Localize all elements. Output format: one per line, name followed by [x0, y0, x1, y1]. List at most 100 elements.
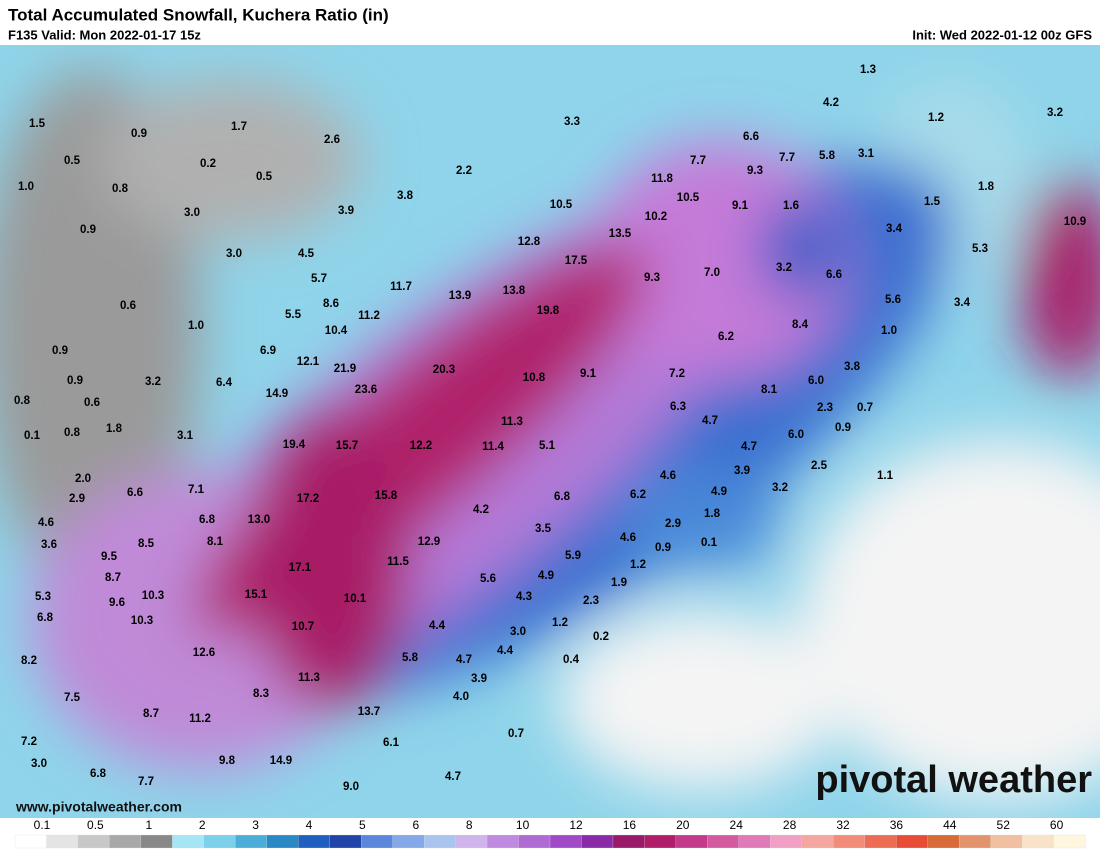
snow-amount: 7.7 [690, 155, 706, 167]
snow-amount: 11.7 [390, 281, 412, 293]
snow-amount: 4.4 [429, 620, 446, 632]
snow-amount: 5.5 [285, 309, 302, 321]
snow-amount: 6.6 [743, 131, 759, 143]
snow-amount: 12.1 [297, 356, 320, 368]
valid-time: F135 Valid: Mon 2022-01-17 15z [8, 27, 201, 42]
snow-amount: 1.2 [552, 617, 568, 629]
snow-amount: 10.9 [1064, 216, 1086, 228]
colorbar-swatch [203, 834, 236, 849]
snow-amount: 15.7 [336, 440, 358, 452]
snow-amount: 5.6 [480, 573, 496, 585]
snow-amount: 10.2 [645, 211, 667, 223]
snow-amount: 6.4 [216, 377, 233, 389]
colorbar-label: 60 [1050, 818, 1064, 832]
colorbar-label: 24 [730, 818, 744, 832]
snow-amount: 1.8 [704, 508, 721, 520]
snow-amount: 23.6 [355, 384, 377, 396]
snow-amount: 1.0 [881, 325, 897, 337]
snow-amount: 12.8 [518, 236, 541, 248]
snow-amount: 3.4 [954, 297, 971, 309]
snow-amount: 19.8 [537, 305, 560, 317]
snow-amount: 20.3 [433, 364, 455, 376]
snow-amount: 1.6 [783, 200, 799, 212]
snow-amount: 9.1 [580, 368, 597, 380]
snow-amount: 3.9 [734, 465, 750, 477]
snow-amount: 10.4 [325, 325, 348, 337]
snow-amount: 5.7 [311, 273, 327, 285]
snow-amount: 7.7 [779, 152, 795, 164]
snow-amount: 4.0 [453, 691, 469, 703]
snow-amount: 9.6 [109, 597, 125, 609]
snow-amount: 0.7 [857, 402, 873, 414]
colorbar-swatch [298, 834, 331, 849]
colorbar-label: 5 [359, 818, 366, 832]
snow-amount: 5.6 [885, 294, 901, 306]
snow-amount: 0.8 [14, 395, 31, 407]
snow-amount: 10.5 [677, 192, 700, 204]
snow-amount: 3.0 [31, 758, 47, 770]
colorbar-label: 36 [890, 818, 904, 832]
colorbar-label: 0.1 [34, 818, 51, 832]
snow-amount: 17.2 [297, 493, 319, 505]
snow-amount: 3.2 [772, 482, 788, 494]
snow-amount: 7.2 [21, 736, 37, 748]
colorbar-swatch [77, 834, 111, 849]
snow-amount: 10.8 [523, 372, 546, 384]
colorbar-swatch [1053, 834, 1086, 849]
snow-amount: 6.2 [718, 331, 734, 343]
snow-amount: 1.1 [877, 470, 894, 482]
snow-amount: 17.1 [289, 562, 312, 574]
snow-amount: 1.2 [630, 559, 646, 571]
snow-amount: 6.0 [808, 375, 824, 387]
snow-amount: 8.6 [323, 298, 339, 310]
snow-amount: 3.6 [41, 539, 57, 551]
colorbar-swatch [738, 834, 771, 849]
snow-amount: 8.2 [21, 655, 37, 667]
colorbar-swatch [266, 834, 299, 849]
snow-amount: 9.5 [101, 551, 118, 563]
colorbar-swatch [486, 834, 520, 849]
snow-amount: 0.4 [563, 654, 580, 666]
snow-amount: 2.5 [811, 460, 828, 472]
snow-amount: 3.1 [177, 430, 194, 442]
snow-amount: 3.0 [226, 248, 242, 260]
snow-amount: 13.9 [449, 290, 471, 302]
snow-amount: 8.1 [207, 536, 224, 548]
colorbar-swatch [455, 834, 488, 849]
snow-amount: 0.7 [508, 728, 524, 740]
snow-amount: 9.0 [343, 781, 359, 793]
snow-amount: 11.2 [189, 713, 211, 725]
snow-amount: 0.9 [655, 542, 671, 554]
colorbar-swatch [675, 834, 709, 849]
snow-amount: 1.2 [928, 112, 944, 124]
snow-amount: 8.3 [253, 688, 269, 700]
snow-amount: 7.7 [138, 776, 154, 788]
snow-amount: 10.5 [550, 199, 573, 211]
snow-amount: 2.3 [817, 402, 833, 414]
snow-amount: 5.8 [402, 652, 419, 664]
snow-amount: 1.5 [29, 118, 46, 130]
colorbar-label: 8 [466, 818, 473, 832]
colorbar-label: 4 [306, 818, 313, 832]
snow-amount: 0.8 [112, 183, 129, 195]
snow-amount: 3.2 [145, 376, 161, 388]
colorbar-swatch [361, 834, 394, 849]
colorbar: 0.1 0.5 1 2 3 4 5 6 8 10 12 16 20 24 28 32 36 44 52 60 [14, 818, 1086, 849]
snow-amount: 9.3 [644, 272, 660, 284]
snow-amount: 11.2 [358, 310, 380, 322]
snow-amount: 8.5 [138, 538, 155, 550]
snow-amount: 3.0 [184, 207, 200, 219]
colorbar-swatch [140, 834, 174, 849]
snow-amount: 2.9 [665, 518, 681, 530]
snow-amount: 1.0 [18, 181, 34, 193]
snow-amount: 2.3 [583, 595, 599, 607]
colorbar-swatch [423, 834, 457, 849]
colorbar-swatch [833, 834, 866, 849]
snow-amount: 11.3 [298, 672, 320, 684]
colorbar-label: 52 [997, 818, 1011, 832]
snow-amount: 2.2 [456, 165, 472, 177]
snow-amount: 10.3 [142, 590, 164, 602]
snow-amount: 3.9 [471, 673, 487, 685]
